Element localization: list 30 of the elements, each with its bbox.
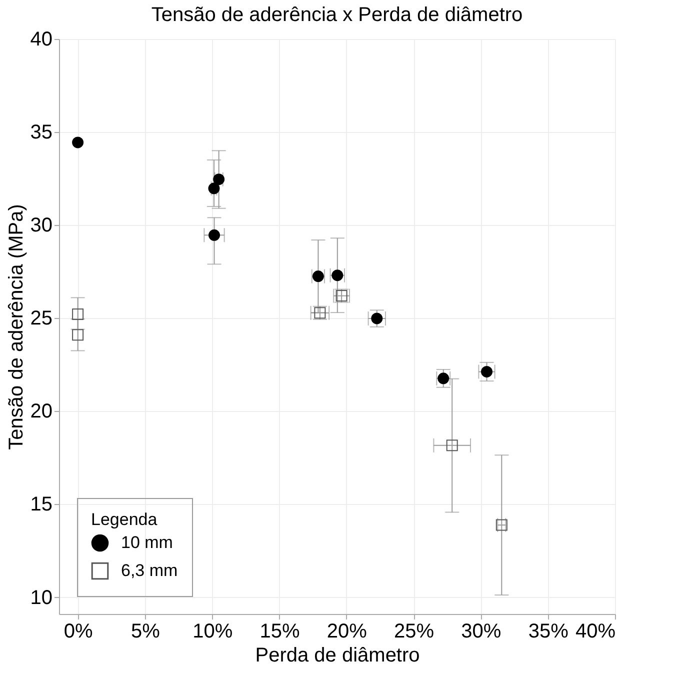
x-tick-label: 25% (394, 620, 434, 642)
x-tick-label: 10% (192, 620, 233, 642)
y-tick-label: 20 (30, 400, 52, 423)
point (446, 440, 458, 452)
point (481, 366, 492, 378)
y-tick-label: 25 (30, 308, 52, 330)
point (72, 329, 84, 341)
x-tick-label: 40% (575, 620, 616, 642)
x-tick-label: 5% (131, 620, 160, 642)
y-tick-label: 35 (30, 122, 52, 144)
x-tick-label: 20% (326, 620, 368, 642)
y-tick-label: 10 (30, 586, 52, 609)
point (72, 308, 84, 320)
y-axis-title: Tensão de aderência (MPa) (5, 204, 28, 450)
legend-label: 10 mm (121, 533, 173, 552)
point (72, 136, 84, 148)
y-tick-label: 15 (30, 494, 52, 516)
y-tick-label: 40 (30, 28, 52, 50)
point (208, 229, 220, 241)
x-tick-label: 30% (461, 620, 502, 642)
x-tick-label: 0% (64, 620, 93, 642)
legend-label: 6,3 mm (121, 561, 178, 580)
x-tick-label: 15% (260, 620, 300, 642)
x-axis-title: Perda de diâmetro (255, 644, 420, 666)
chart-title: Tensão de aderência x Perda de diâmetro (151, 4, 523, 26)
y-tick-label: 30 (30, 214, 52, 237)
x-tick-label: 35% (528, 620, 569, 642)
legend-title: Legenda (91, 510, 158, 529)
point (208, 182, 220, 194)
point (371, 312, 383, 324)
